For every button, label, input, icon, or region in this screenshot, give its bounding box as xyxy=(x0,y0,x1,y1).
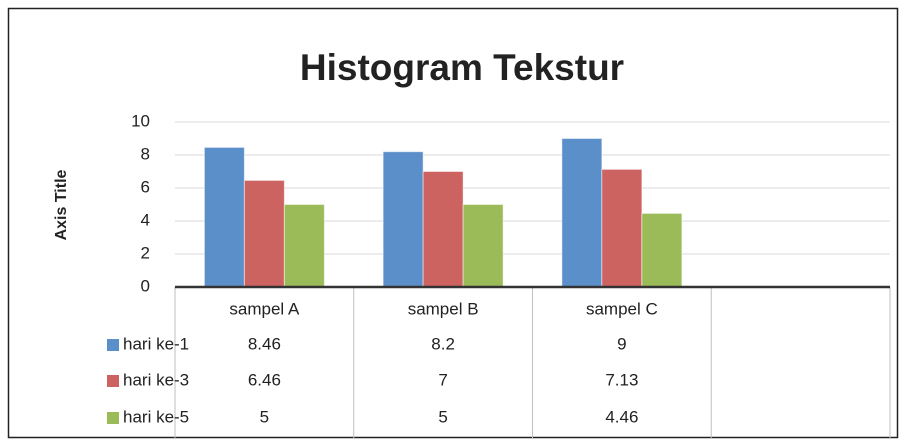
bar xyxy=(561,138,603,288)
table-value: 5 xyxy=(438,407,447,426)
bar xyxy=(641,212,683,288)
bar xyxy=(601,168,643,288)
y-tick-label: 4 xyxy=(141,210,150,229)
legend-label: hari ke-5 xyxy=(123,407,189,426)
y-tick-label: 2 xyxy=(141,243,150,262)
x-tick-label: sampel C xyxy=(586,299,658,318)
legend-key xyxy=(107,412,119,424)
table-value: 8.46 xyxy=(248,334,281,353)
x-tick-label: sampel A xyxy=(229,299,300,318)
chart-title: Histogram Tekstur xyxy=(300,47,624,88)
bar xyxy=(422,171,464,288)
legend-key xyxy=(107,339,119,351)
y-tick-label: 10 xyxy=(131,111,150,130)
y-tick-label: 0 xyxy=(141,276,150,295)
x-tick-label: sampel B xyxy=(408,299,479,318)
y-axis-title: Axis Title xyxy=(53,169,70,240)
y-tick-label: 8 xyxy=(141,144,150,163)
table-value: 9 xyxy=(617,334,626,353)
legend-label: hari ke-3 xyxy=(123,370,189,389)
table-value: 8.2 xyxy=(431,334,455,353)
table-value: 4.46 xyxy=(605,407,638,426)
bar xyxy=(283,204,325,288)
table-value: 7 xyxy=(438,370,447,389)
bar xyxy=(243,179,285,288)
table-value: 6.46 xyxy=(248,370,281,389)
legend-key xyxy=(107,375,119,387)
bar xyxy=(382,151,424,288)
bar xyxy=(203,146,245,288)
table-value: 5 xyxy=(260,407,269,426)
legend-label: hari ke-1 xyxy=(123,334,189,353)
table-value: 7.13 xyxy=(605,370,638,389)
bar xyxy=(462,204,504,288)
y-tick-label: 6 xyxy=(141,177,150,196)
